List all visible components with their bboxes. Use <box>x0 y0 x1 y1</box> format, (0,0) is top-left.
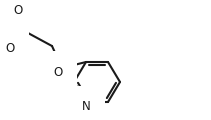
Text: O: O <box>13 4 23 18</box>
Text: N: N <box>82 101 90 114</box>
Text: O: O <box>5 42 15 55</box>
Text: O: O <box>53 66 63 78</box>
